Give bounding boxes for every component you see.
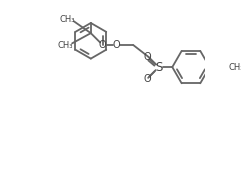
Text: O: O — [143, 52, 151, 62]
Text: CH₃: CH₃ — [58, 41, 73, 50]
Text: CH₃: CH₃ — [228, 63, 241, 72]
Text: O: O — [113, 40, 120, 50]
Text: O: O — [143, 74, 151, 84]
Text: CH₃: CH₃ — [59, 15, 75, 24]
Text: S: S — [155, 61, 162, 74]
Text: O: O — [99, 40, 107, 50]
